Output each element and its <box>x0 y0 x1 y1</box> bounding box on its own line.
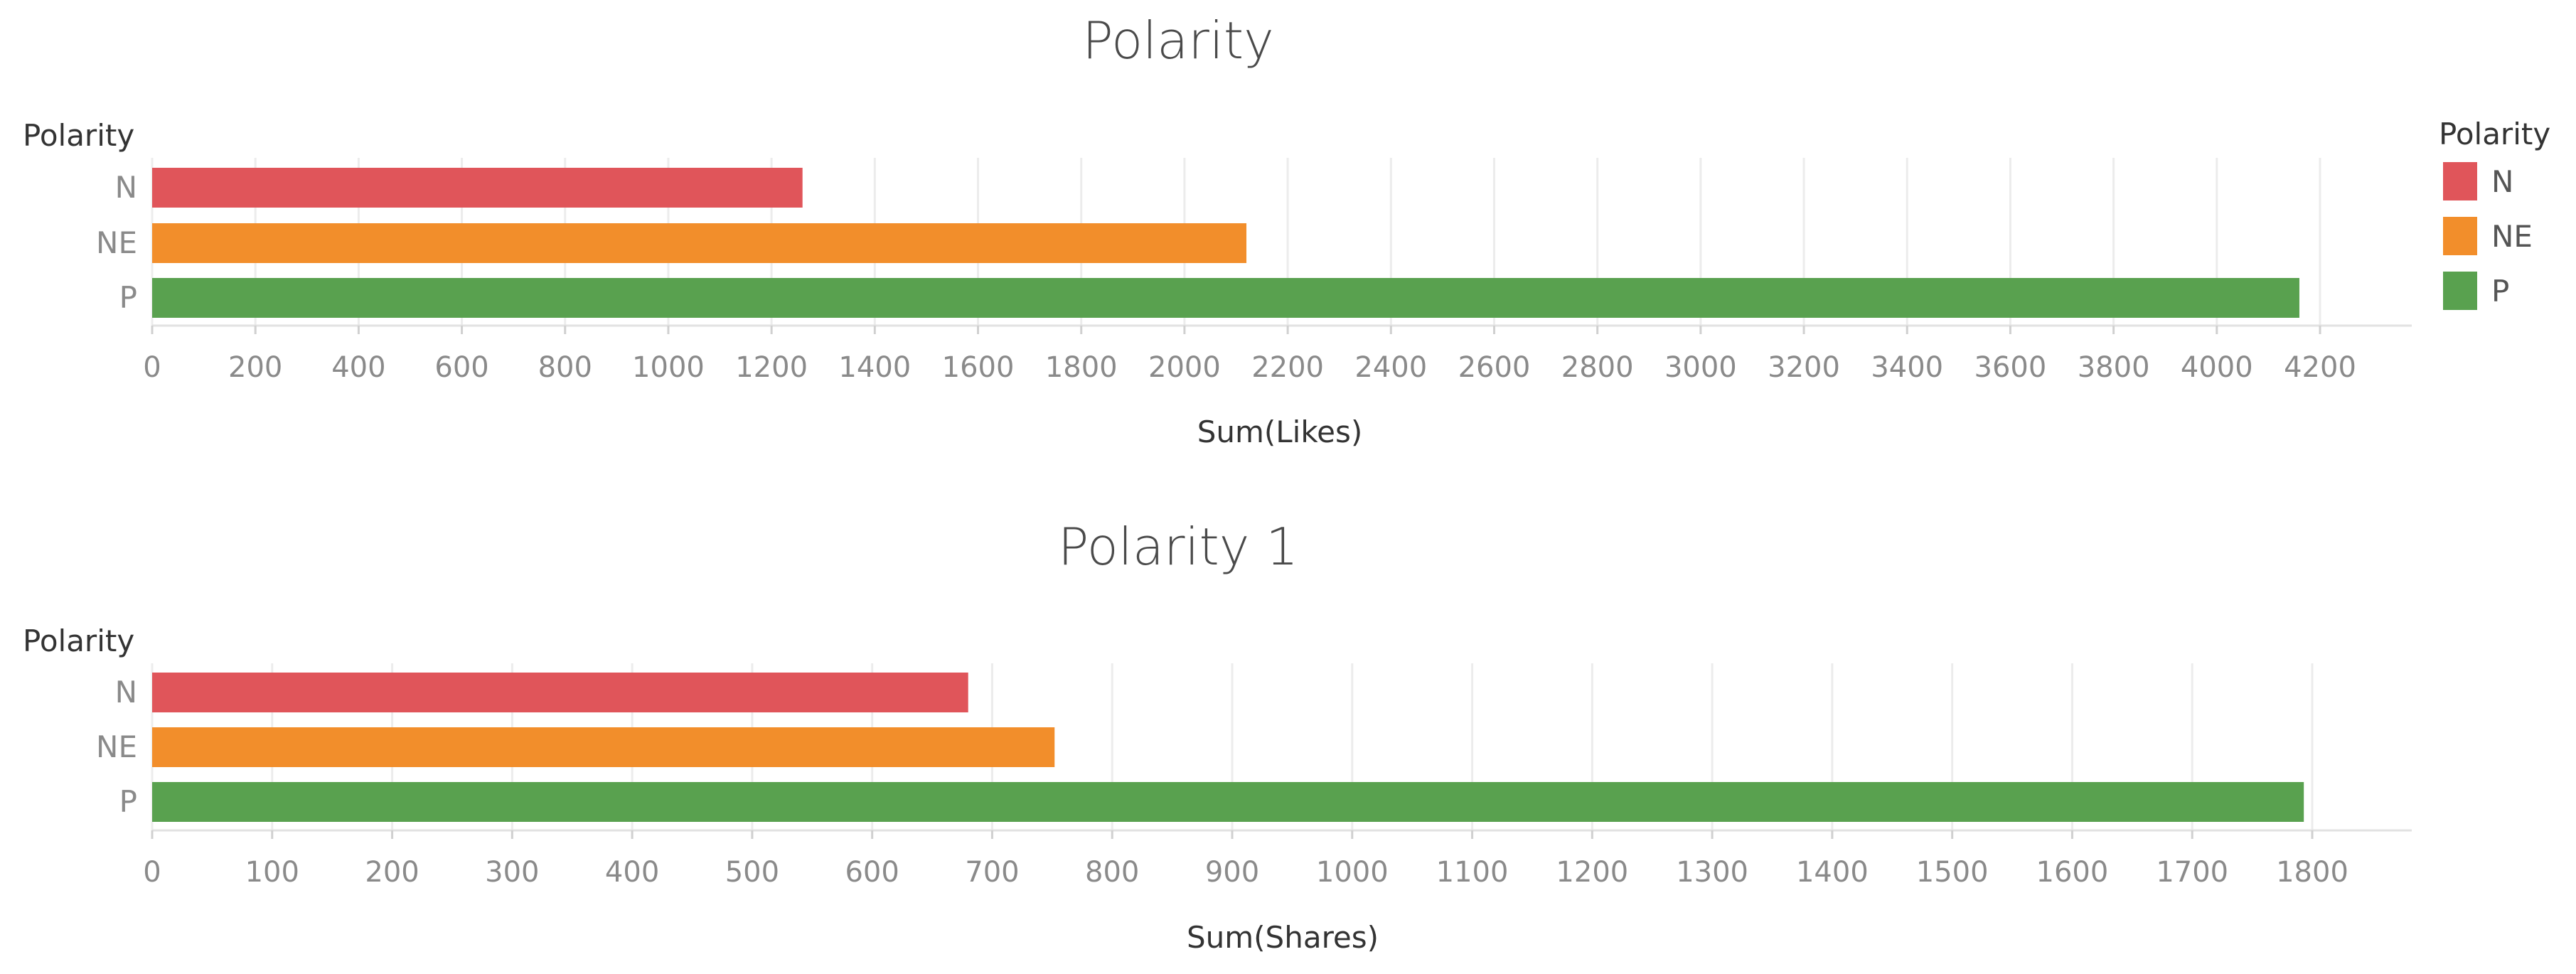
chart1-category-label: N <box>115 170 137 205</box>
chart1-tick-label: 2000 <box>1148 351 1221 384</box>
chart2-tick-label: 800 <box>1085 856 1139 889</box>
chart1-tick-label: 2200 <box>1251 351 1324 384</box>
chart1-tick-label: 4000 <box>2181 351 2253 384</box>
chart1-tick-label: 400 <box>331 351 385 384</box>
chart2-tick-label: 1600 <box>2036 856 2109 889</box>
chart2-tick-label: 700 <box>965 856 1019 889</box>
chart1-tick-label: 800 <box>538 351 592 384</box>
chart1-tick-label: 3800 <box>2078 351 2150 384</box>
chart1-tick-label: 4200 <box>2284 351 2356 384</box>
chart1-category-label: NE <box>96 225 137 260</box>
chart1-bar-n[interactable] <box>152 168 803 208</box>
chart1-bar-p[interactable] <box>152 278 2299 318</box>
chart2-tick-label: 300 <box>485 856 539 889</box>
chart1-tick-label: 200 <box>228 351 282 384</box>
legend-label-n: N <box>2491 164 2513 199</box>
chart1-tick-label: 0 <box>143 351 161 384</box>
chart1-category-label: P <box>119 280 137 315</box>
chart2-title: Polarity 1 <box>1058 517 1298 577</box>
chart2-tick-label: 900 <box>1205 856 1259 889</box>
chart1-bar-ne[interactable] <box>152 223 1247 263</box>
chart2-tick-label: 1500 <box>1916 856 1989 889</box>
chart2-tick-label: 1300 <box>1676 856 1748 889</box>
chart2-category-label: NE <box>96 729 137 764</box>
chart1-tick-label: 3200 <box>1768 351 1840 384</box>
chart1-title: Polarity <box>1082 11 1273 70</box>
chart2-tick-label: 1400 <box>1796 856 1869 889</box>
legend-label-ne: NE <box>2491 219 2533 254</box>
chart2-row-field-label: Polarity <box>23 624 134 658</box>
legend-swatch-ne <box>2443 217 2477 255</box>
chart2-tick-label: 200 <box>365 856 419 889</box>
chart1-tick-label: 2600 <box>1458 351 1531 384</box>
chart2-bar-n[interactable] <box>152 673 968 712</box>
chart2-tick-label: 500 <box>725 856 779 889</box>
chart1-tick-label: 3000 <box>1664 351 1737 384</box>
chart1-tick-label: 600 <box>434 351 488 384</box>
legend-swatch-n <box>2443 162 2477 200</box>
chart2-x-axis-title: Sum(Shares) <box>1187 920 1379 955</box>
legend-swatch-p <box>2443 272 2477 310</box>
chart1-x-axis-title: Sum(Likes) <box>1197 414 1363 449</box>
chart1-tick-label: 3600 <box>1974 351 2047 384</box>
chart2-tick-label: 1000 <box>1316 856 1389 889</box>
legend-title: Polarity <box>2439 117 2550 151</box>
chart1-tick-label: 3400 <box>1871 351 1943 384</box>
chart2-tick-label: 1800 <box>2276 856 2348 889</box>
chart1-tick-label: 2800 <box>1561 351 1634 384</box>
chart1-tick-label: 2400 <box>1354 351 1427 384</box>
chart2-category-label: P <box>119 784 137 819</box>
legend-label-p: P <box>2491 274 2509 309</box>
chart2-tick-label: 100 <box>245 856 299 889</box>
chart2-tick-label: 400 <box>605 856 659 889</box>
chart1-tick-label: 1400 <box>838 351 911 384</box>
chart2-bar-ne[interactable] <box>152 727 1055 767</box>
chart2-tick-label: 1700 <box>2156 856 2228 889</box>
chart1-tick-label: 1200 <box>735 351 808 384</box>
chart1-tick-label: 1000 <box>632 351 705 384</box>
chart2-tick-label: 600 <box>845 856 899 889</box>
chart1-tick-label: 1600 <box>942 351 1015 384</box>
chart1-tick-label: 1800 <box>1045 351 1118 384</box>
chart2-tick-label: 1200 <box>1556 856 1628 889</box>
chart2-bar-p[interactable] <box>152 782 2304 822</box>
chart2-category-label: N <box>115 675 137 710</box>
chart2-tick-label: 0 <box>143 856 161 889</box>
chart2-tick-label: 1100 <box>1436 856 1509 889</box>
chart1-row-field-label: Polarity <box>23 118 134 153</box>
